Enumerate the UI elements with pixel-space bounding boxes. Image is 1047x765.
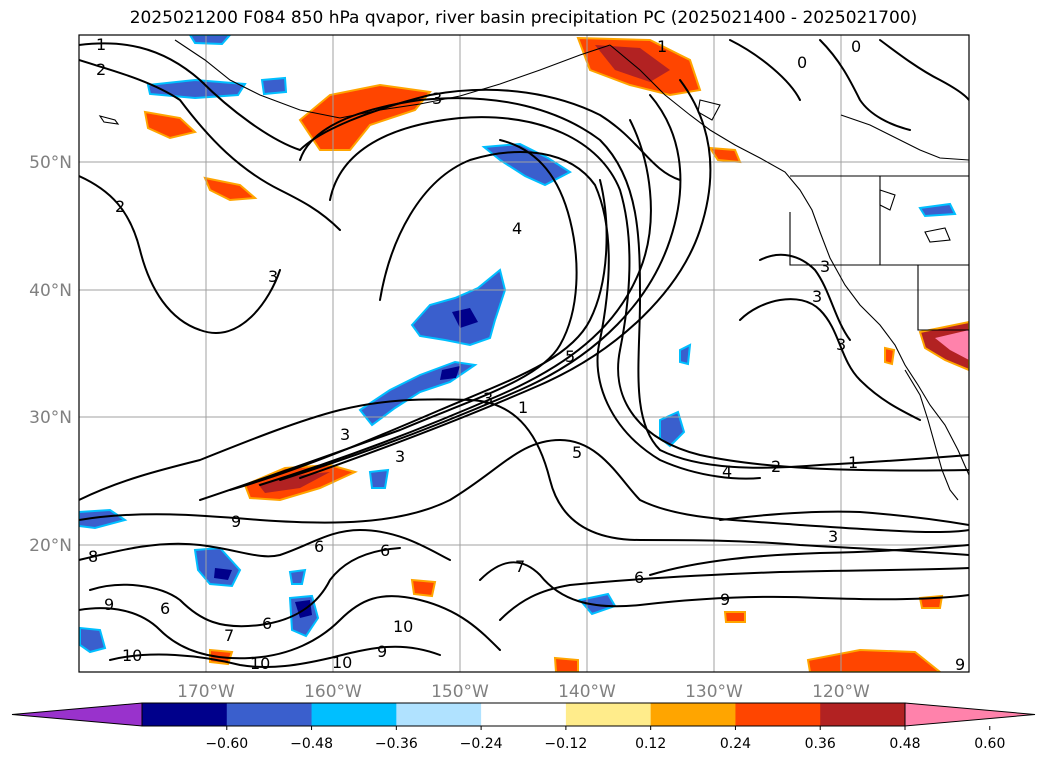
- contour-label: 0: [851, 37, 861, 56]
- contour-label: 6: [634, 568, 644, 587]
- colorbar-tick-label: −0.24: [460, 736, 503, 752]
- contour-label: 1: [848, 453, 858, 472]
- colorbar-tick-label: 0.48: [889, 736, 920, 752]
- contour-label: 5: [572, 443, 582, 462]
- contour-label: 8: [88, 547, 98, 566]
- colorbar-extend-low: [11, 702, 143, 727]
- map-area: 1 2 2 3 4 3 3 5 3 1 3 6 5 4 2 1 9 3 8 6 …: [79, 35, 969, 674]
- lon-label-120w: 120°W: [812, 682, 870, 702]
- contour-label: 3: [432, 89, 442, 108]
- contour-label: 9: [720, 590, 730, 609]
- colorbar-segment: [396, 703, 482, 726]
- contour-label: 6: [262, 614, 272, 633]
- map-title: 2025021200 F084 850 hPa qvapor, river ba…: [129, 8, 918, 28]
- contour-label: 7: [224, 626, 234, 645]
- colorbar-segment: [820, 703, 906, 726]
- colorbar-segment: [311, 703, 397, 726]
- contour-label: 4: [722, 462, 732, 481]
- lat-label-50n: 50°N: [29, 153, 72, 173]
- contour-label: 1: [96, 35, 106, 54]
- contour-label: 3: [812, 287, 822, 306]
- colorbar-tick-label: −0.48: [290, 736, 333, 752]
- contour-label: 6: [160, 599, 170, 618]
- contour-label: 10: [393, 617, 413, 636]
- contour-label: 3: [395, 447, 405, 466]
- contour-label: 4: [512, 219, 522, 238]
- precip-shading: [79, 35, 969, 672]
- contour-label: 3: [836, 335, 846, 354]
- lat-labels: 50°N 40°N 30°N 20°N: [29, 153, 72, 556]
- contour-label: 2: [771, 457, 781, 476]
- graticule: [79, 35, 969, 672]
- colorbar-tick-label: −0.60: [205, 736, 248, 752]
- contour-label: 10: [250, 654, 270, 673]
- contour-label: 7: [515, 557, 525, 576]
- contour-label: 6: [314, 537, 324, 556]
- contour-label: 3: [828, 527, 838, 546]
- qvapor-contours: [79, 39, 969, 669]
- contour-labels: 1 2 2 3 4 3 3 5 3 1 3 6 5 4 2 1 9 3 8 6 …: [88, 35, 965, 674]
- colorbar-segment: [226, 703, 313, 726]
- contour-label: 10: [122, 646, 142, 665]
- contour-label: 2: [115, 197, 125, 216]
- colorbar-tick-label: 0.36: [805, 736, 836, 752]
- contour-label: 9: [231, 512, 241, 531]
- contour-label: 1: [657, 37, 667, 56]
- colorbar-outline: [141, 702, 906, 727]
- map-frame: [78, 34, 970, 673]
- colorbar-extend-high: [904, 702, 1036, 727]
- contour-label: 9: [104, 595, 114, 614]
- lon-label-170w: 170°W: [177, 682, 235, 702]
- colorbar-segment: [735, 703, 821, 726]
- colorbar-tick-label: −0.12: [544, 736, 587, 752]
- contour-label: 10: [332, 653, 352, 672]
- lon-label-150w: 150°W: [431, 682, 489, 702]
- contour-label: 3: [268, 267, 278, 286]
- contour-label: 3: [820, 257, 830, 276]
- contour-label: 9: [377, 642, 387, 661]
- colorbar-segment: [565, 703, 652, 726]
- contour-label: 3: [483, 389, 493, 408]
- colorbar-segment: [650, 703, 736, 726]
- colorbar-segment: [481, 703, 567, 726]
- contour-label: 9: [955, 655, 965, 674]
- contour-label: 6: [380, 541, 390, 560]
- colorbar-tick-label: 0.24: [720, 736, 751, 752]
- contour-label: 5: [565, 347, 575, 366]
- colorbar-tick-label: 0.12: [635, 736, 666, 752]
- lon-labels: 170°W 160°W 150°W 140°W 130°W 120°W: [177, 682, 870, 702]
- lon-label-130w: 130°W: [685, 682, 743, 702]
- colorbar-segment: [142, 703, 228, 726]
- lon-label-160w: 160°W: [304, 682, 362, 702]
- lon-label-140w: 140°W: [558, 682, 616, 702]
- coastlines: [98, 39, 969, 501]
- lat-label-30n: 30°N: [29, 408, 72, 428]
- contour-label: 0: [797, 53, 807, 72]
- contour-label: 2: [96, 60, 106, 79]
- lat-label-20n: 20°N: [29, 536, 72, 556]
- colorbar: −0.60 −0.48 −0.36 −0.24 −0.12 0.12 0.24 0.36 0.4…: [11, 702, 1036, 752]
- contour-label: 3: [340, 425, 350, 444]
- lat-label-40n: 40°N: [29, 281, 72, 301]
- colorbar-tick-label: 0.60: [974, 736, 1005, 752]
- contour-label: 1: [518, 398, 528, 417]
- colorbar-tick-label: −0.36: [375, 736, 418, 752]
